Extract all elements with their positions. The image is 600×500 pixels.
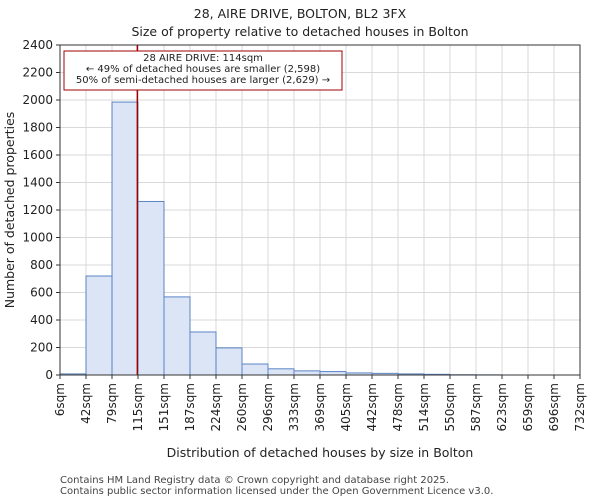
y-tick-label: 800 — [30, 258, 53, 272]
y-tick-label: 400 — [30, 313, 53, 327]
y-tick-label: 1600 — [22, 148, 53, 162]
x-tick-label: 587sqm — [469, 383, 483, 431]
y-tick-label: 1800 — [22, 121, 53, 135]
x-tick-label: 659sqm — [521, 383, 535, 431]
x-axis-label: Distribution of detached houses by size … — [167, 445, 474, 460]
chart-title: 28, AIRE DRIVE, BOLTON, BL2 3FX — [194, 6, 407, 21]
y-axis-ticks: 0 200 400 600 800 1000 1200 1400 1600 1800 2000 220… — [22, 38, 60, 382]
y-axis-label: Number of detached properties — [2, 112, 17, 309]
bars — [59, 101, 503, 376]
x-tick-label: 6sqm — [53, 383, 67, 416]
x-tick-label: 405sqm — [339, 383, 353, 431]
x-tick-label: 732sqm — [573, 383, 587, 431]
histogram-bar — [111, 101, 139, 376]
y-tick-label: 1200 — [22, 203, 53, 217]
x-tick-label: 296sqm — [261, 383, 275, 431]
histogram-bar — [85, 275, 113, 376]
x-axis-ticks: 6sqm 42sqm 79sqm 115sqm 151sqm 187sqm 224sqm 26… — [53, 375, 587, 431]
x-tick-label: 224sqm — [209, 383, 223, 431]
chart-subtitle: Size of property relative to detached ho… — [131, 24, 468, 39]
x-tick-label: 442sqm — [365, 383, 379, 431]
x-tick-label: 550sqm — [443, 383, 457, 431]
footer-line-1: Contains HM Land Registry data © Crown c… — [60, 475, 449, 486]
histogram-bar — [267, 368, 295, 376]
y-tick-label: 2400 — [22, 38, 53, 52]
x-tick-label: 696sqm — [547, 383, 561, 431]
annotation-line-3: 50% of semi-detached houses are larger (… — [76, 75, 330, 86]
histogram-bar — [163, 296, 191, 376]
y-tick-label: 1000 — [22, 231, 53, 245]
y-tick-label: 0 — [45, 368, 53, 382]
y-tick-label: 2000 — [22, 93, 53, 107]
annotation-frame — [63, 50, 343, 91]
annotation-box: 28 AIRE DRIVE: 114sqm ← 49% of detached … — [63, 50, 343, 91]
histogram-bar — [241, 363, 269, 376]
x-tick-label: 514sqm — [417, 383, 431, 431]
x-tick-label: 151sqm — [157, 383, 171, 431]
histogram-bar — [293, 370, 321, 376]
x-tick-label: 333sqm — [287, 383, 301, 431]
footer-line-2: Contains public sector information licen… — [60, 486, 493, 497]
x-tick-label: 79sqm — [105, 383, 119, 424]
x-tick-label: 478sqm — [391, 383, 405, 431]
histogram-bar — [189, 331, 217, 376]
x-tick-label: 260sqm — [235, 383, 249, 431]
y-tick-label: 1400 — [22, 176, 53, 190]
annotation-line-2: ← 49% of detached houses are smaller (2,… — [86, 64, 320, 75]
x-tick-label: 623sqm — [495, 383, 509, 431]
histogram-bar — [319, 371, 347, 376]
annotation-line-1: 28 AIRE DRIVE: 114sqm — [143, 53, 263, 64]
x-tick-label: 187sqm — [183, 383, 197, 431]
y-tick-label: 600 — [30, 286, 53, 300]
y-tick-label: 2200 — [22, 66, 53, 80]
histogram-bar — [137, 200, 165, 376]
x-tick-label: 42sqm — [79, 383, 93, 424]
histogram-bar — [215, 347, 243, 376]
y-tick-label: 200 — [30, 341, 53, 355]
x-tick-label: 369sqm — [313, 383, 327, 431]
x-tick-label: 115sqm — [131, 383, 145, 431]
